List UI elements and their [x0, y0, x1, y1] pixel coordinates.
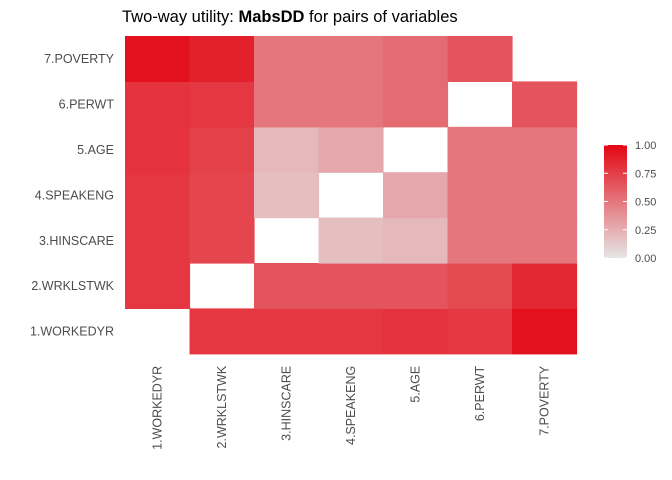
y-tick-label: 7.POVERTY [44, 52, 115, 66]
heatmap-cell [512, 81, 578, 128]
heatmap-cell [318, 217, 384, 264]
heatmap-cell [125, 36, 191, 82]
x-tick-label: 4.SPEAKENG [344, 366, 358, 445]
heatmap-cell [254, 36, 320, 82]
heatmap-cell [125, 263, 191, 309]
heatmap-cell [318, 126, 384, 173]
heatmap-cell [318, 308, 384, 355]
y-tick-label: 5.AGE [77, 143, 114, 157]
heatmap-cell [318, 36, 384, 82]
y-tick-label: 4.SPEAKENG [35, 188, 114, 202]
x-tick-label: 5.AGE [409, 366, 423, 403]
heatmap-cell [512, 217, 578, 264]
heatmap-cell [447, 308, 513, 355]
heatmap-cell [447, 217, 513, 264]
heatmap-cell [254, 81, 320, 128]
heatmap-cell [512, 308, 578, 355]
heatmap-cell [125, 126, 191, 173]
heatmap-cell [512, 172, 578, 219]
heatmap-cell [383, 36, 449, 82]
x-tick-label: 7.POVERTY [538, 365, 552, 436]
y-tick-label: 1.WORKEDYR [30, 325, 114, 339]
heatmap-cell [125, 172, 191, 219]
heatmap-cell [189, 126, 255, 173]
y-axis-labels: 1.WORKEDYR 2.WRKLSTWK 3.HINSCARE 4.SPEAKENG… [30, 52, 115, 338]
heatmap-cell [189, 172, 255, 219]
heatmap-cell [189, 217, 255, 264]
heatmap-cell [383, 172, 449, 219]
heatmap-cell [512, 126, 578, 173]
heatmap-cell [447, 126, 513, 173]
y-tick-label: 2.WRKLSTWK [31, 279, 114, 293]
y-tick-label: 6.PERWT [59, 98, 115, 112]
heatmap-cell [125, 217, 191, 264]
heatmap-cell [318, 81, 384, 128]
legend-color-bar [604, 145, 627, 258]
chart-title-bold: MabsDD [238, 8, 304, 26]
chart-title: Two-way utility: MabsDD for pairs of var… [122, 8, 458, 26]
y-tick-label: 3.HINSCARE [39, 234, 114, 248]
heatmap-cell [318, 263, 384, 309]
heatmap-cell [254, 126, 320, 173]
heatmap-cells [125, 36, 578, 355]
heatmap-cell [512, 263, 578, 309]
legend-tick-label: 0.25 [635, 225, 656, 237]
x-axis-labels: 1.WORKEDYR 2.WRKLSTWK 3.HINSCARE 4.SPEAKENG… [151, 365, 552, 450]
heatmap-cell [383, 263, 449, 309]
heatmap-cell [189, 36, 255, 82]
heatmap-cell [447, 172, 513, 219]
legend-tick-label: 0.00 [635, 253, 656, 265]
color-legend: 1.00 0.75 0.50 0.25 0.00 [604, 140, 656, 265]
heatmap-cell [383, 217, 449, 264]
heatmap-cell [447, 263, 513, 309]
chart-title-suffix: for pairs of variables [304, 8, 457, 26]
heatmap-cell [254, 172, 320, 219]
heatmap-cell [383, 81, 449, 128]
heatmap-cell [189, 81, 255, 128]
x-tick-label: 1.WORKEDYR [151, 366, 165, 450]
heatmap-cell [125, 81, 191, 128]
legend-tick-label: 1.00 [635, 140, 656, 152]
heatmap-cell [254, 263, 320, 309]
heatmap-cell [447, 36, 513, 82]
legend-tick-label: 0.75 [635, 168, 656, 180]
x-tick-label: 3.HINSCARE [280, 366, 294, 441]
chart-title-prefix: Two-way utility: [122, 8, 238, 26]
heatmap-cell [383, 308, 449, 355]
x-tick-label: 2.WRKLSTWK [215, 365, 229, 448]
heatmap-cell [254, 308, 320, 355]
legend-tick-label: 0.50 [635, 197, 656, 209]
heatmap-cell [189, 308, 255, 355]
x-tick-label: 6.PERWT [473, 365, 487, 421]
